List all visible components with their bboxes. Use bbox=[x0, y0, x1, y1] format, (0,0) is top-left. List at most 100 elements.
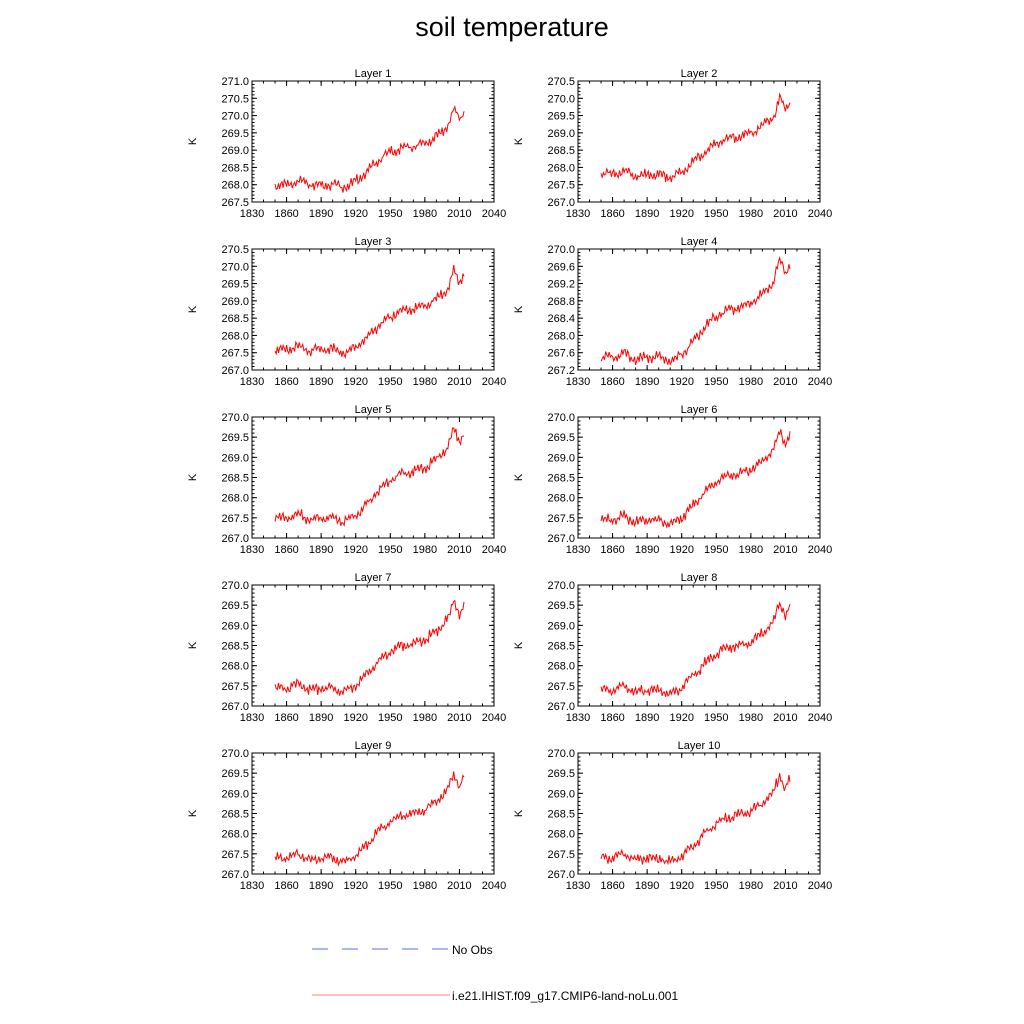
x-tick-label: 2010 bbox=[447, 880, 471, 892]
y-tick-label: 268.0 bbox=[547, 829, 575, 841]
x-tick-label: 1860 bbox=[600, 712, 624, 724]
x-tick-label: 1860 bbox=[274, 880, 298, 892]
y-tick-label: 267.0 bbox=[221, 533, 249, 545]
x-tick-label: 1830 bbox=[240, 376, 264, 388]
x-tick-label: 1950 bbox=[704, 880, 728, 892]
panel-title: Layer 10 bbox=[678, 740, 721, 752]
series-line bbox=[600, 256, 791, 366]
x-tick-label: 1950 bbox=[378, 880, 402, 892]
x-tick-label: 1950 bbox=[378, 544, 402, 556]
series-line bbox=[600, 601, 791, 697]
panel-title: Layer 8 bbox=[681, 572, 718, 584]
series-line bbox=[274, 104, 465, 193]
y-tick-label: 267.5 bbox=[221, 348, 249, 360]
y-tick-label: 270.0 bbox=[547, 580, 575, 592]
y-tick-label: 268.0 bbox=[221, 661, 249, 673]
x-tick-label: 2040 bbox=[808, 712, 832, 724]
x-tick-label: 1920 bbox=[669, 376, 693, 388]
panel-title: Layer 2 bbox=[681, 68, 718, 80]
x-tick-label: 2010 bbox=[773, 880, 797, 892]
x-tick-label: 1890 bbox=[635, 376, 659, 388]
y-tick-label: 270.0 bbox=[221, 580, 249, 592]
panel-9: Layer 9 1830 1860 1890 1920 1950 1980 2010 2040 2… bbox=[187, 740, 506, 892]
plot-frame bbox=[577, 584, 821, 707]
y-axis-label: K bbox=[513, 641, 525, 649]
x-tick-label: 1890 bbox=[635, 712, 659, 724]
x-tick-label: 1890 bbox=[635, 544, 659, 556]
panel-2: Layer 2 1830 1860 1890 1920 1950 1980 2010 2040 2… bbox=[513, 68, 832, 220]
y-tick-label: 268.0 bbox=[221, 330, 249, 342]
y-tick-label: 268.5 bbox=[547, 809, 575, 821]
y-axis-label: K bbox=[187, 641, 199, 649]
y-tick-label: 267.5 bbox=[547, 513, 575, 525]
x-tick-label: 1950 bbox=[704, 544, 728, 556]
panel-8: Layer 8 1830 1860 1890 1920 1950 1980 2010 2040 2… bbox=[513, 572, 832, 724]
y-tick-label: 269.5 bbox=[221, 432, 249, 444]
y-tick-label: 270.0 bbox=[221, 748, 249, 760]
x-tick-label: 1950 bbox=[704, 376, 728, 388]
x-tick-label: 2040 bbox=[482, 544, 506, 556]
y-tick-label: 270.0 bbox=[221, 261, 249, 273]
x-tick-label: 2040 bbox=[808, 376, 832, 388]
y-tick-label: 270.0 bbox=[221, 412, 249, 424]
x-tick-label: 1830 bbox=[566, 880, 590, 892]
y-axis-label: K bbox=[187, 305, 199, 313]
x-tick-label: 2010 bbox=[773, 376, 797, 388]
x-tick-label: 2040 bbox=[482, 376, 506, 388]
y-tick-label: 268.5 bbox=[221, 641, 249, 653]
y-tick-label: 268.0 bbox=[547, 330, 575, 342]
plot-frame bbox=[251, 752, 495, 875]
y-axis-label: K bbox=[513, 137, 525, 145]
series-line bbox=[600, 773, 791, 866]
x-tick-label: 1860 bbox=[600, 208, 624, 220]
x-tick-label: 1920 bbox=[669, 712, 693, 724]
x-tick-label: 1890 bbox=[309, 880, 333, 892]
x-tick-label: 2010 bbox=[447, 376, 471, 388]
y-tick-label: 269.0 bbox=[221, 452, 249, 464]
y-tick-label: 267.5 bbox=[221, 849, 249, 861]
y-tick-label: 267.0 bbox=[221, 365, 249, 377]
x-tick-label: 1950 bbox=[704, 208, 728, 220]
x-tick-label: 2040 bbox=[808, 208, 832, 220]
x-tick-label: 2040 bbox=[808, 544, 832, 556]
x-tick-label: 1830 bbox=[566, 544, 590, 556]
y-tick-label: 269.5 bbox=[547, 432, 575, 444]
series-line bbox=[274, 771, 465, 868]
x-tick-label: 1920 bbox=[343, 208, 367, 220]
x-tick-label: 1920 bbox=[343, 376, 367, 388]
series-line bbox=[600, 429, 791, 529]
y-tick-label: 269.5 bbox=[221, 600, 249, 612]
panel-title: Layer 7 bbox=[355, 572, 392, 584]
x-tick-label: 1890 bbox=[309, 544, 333, 556]
y-tick-label: 268.5 bbox=[547, 145, 575, 157]
x-tick-label: 1860 bbox=[600, 880, 624, 892]
x-tick-label: 1980 bbox=[739, 544, 763, 556]
y-tick-label: 270.0 bbox=[221, 111, 249, 123]
x-tick-label: 1830 bbox=[240, 880, 264, 892]
series-line bbox=[274, 599, 465, 696]
x-tick-label: 1830 bbox=[566, 712, 590, 724]
x-tick-label: 1890 bbox=[309, 712, 333, 724]
x-tick-label: 1860 bbox=[274, 376, 298, 388]
y-tick-label: 269.0 bbox=[547, 620, 575, 632]
x-tick-label: 1920 bbox=[669, 880, 693, 892]
y-tick-label: 267.0 bbox=[547, 197, 575, 209]
y-tick-label: 268.0 bbox=[547, 661, 575, 673]
y-tick-label: 268.8 bbox=[547, 296, 575, 308]
panel-title: Layer 9 bbox=[355, 740, 392, 752]
x-tick-label: 1920 bbox=[669, 208, 693, 220]
plot-frame bbox=[577, 248, 821, 371]
y-tick-label: 268.5 bbox=[221, 809, 249, 821]
x-tick-label: 1980 bbox=[413, 880, 437, 892]
x-tick-label: 1980 bbox=[413, 208, 437, 220]
x-tick-label: 2010 bbox=[773, 544, 797, 556]
y-tick-label: 269.0 bbox=[221, 296, 249, 308]
y-tick-label: 267.0 bbox=[221, 869, 249, 881]
y-tick-label: 269.0 bbox=[547, 788, 575, 800]
series-line bbox=[600, 92, 791, 183]
y-tick-label: 269.5 bbox=[547, 768, 575, 780]
y-tick-label: 268.5 bbox=[221, 162, 249, 174]
x-tick-label: 2010 bbox=[447, 544, 471, 556]
x-tick-label: 1920 bbox=[343, 544, 367, 556]
x-tick-label: 1920 bbox=[343, 712, 367, 724]
